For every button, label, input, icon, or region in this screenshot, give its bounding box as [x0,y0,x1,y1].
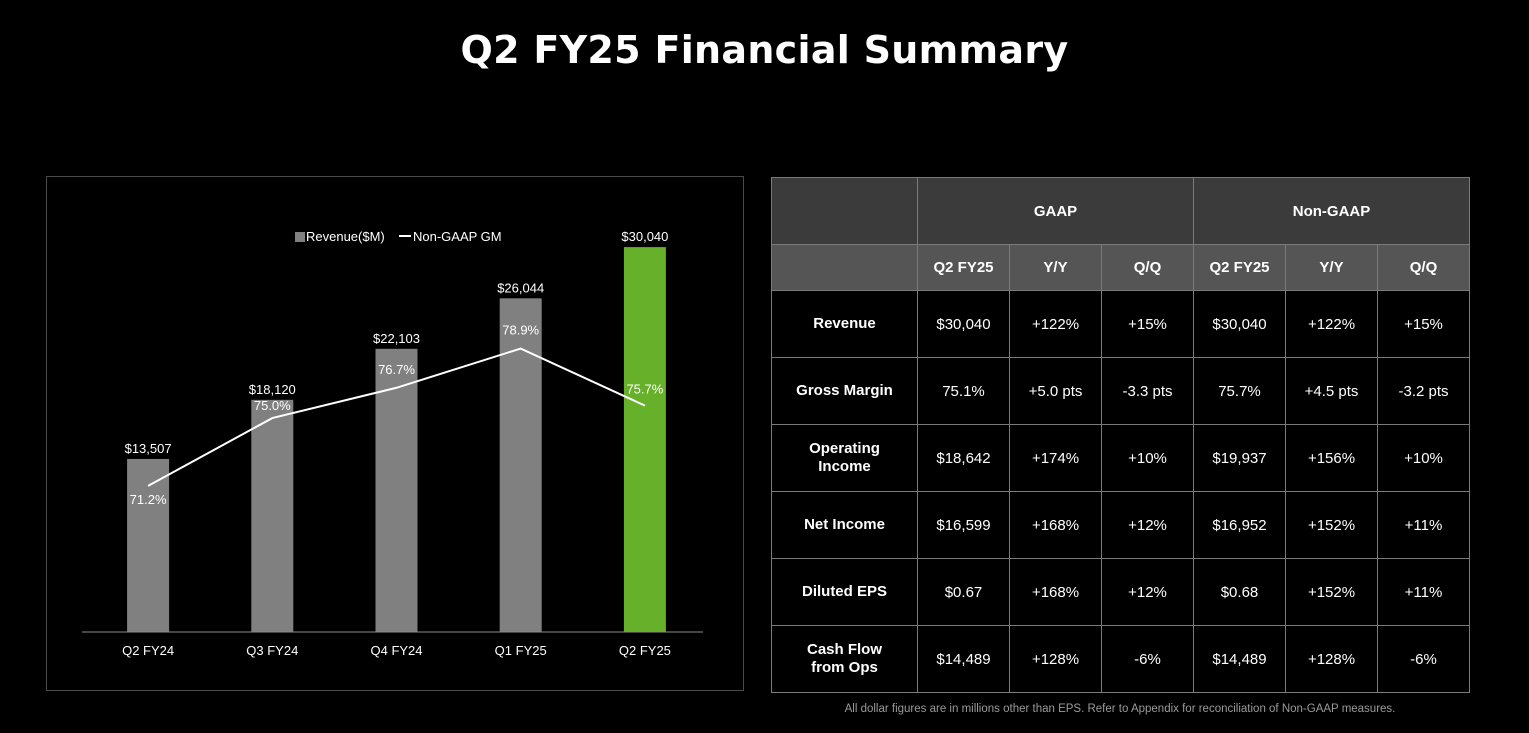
table-row: Cash Flow from Ops $14,489 +128% -6% $14,489 +… [771,625,1471,693]
financial-summary-table: GAAP Non-GAAP Q2 FY25 Y/Y Q/Q Q2 FY25 Y/… [771,177,1471,693]
table-row: Diluted EPS $0.67 +168% +12% $0.68 +152% +11% [771,558,1471,626]
table-cell: $14,489 [917,625,1010,693]
table-cell: -3.2 pts [1376,357,1471,425]
table-cell: +10% [1376,424,1471,492]
bar-value-label: $13,507 [125,441,172,456]
table-cell: -6% [1101,625,1194,693]
table-cell: +15% [1101,290,1194,358]
revenue-gm-chart: Revenue($M) Non-GAAP GM $13,507 Q2 FY24 $18,… [46,176,744,691]
table-cell: +5.0 pts [1009,357,1102,425]
table-cell: $0.67 [917,558,1010,626]
bar-value-label: $18,120 [249,382,296,397]
legend-label-revenue: Revenue($M) [306,229,385,244]
row-label: Gross Margin [771,357,918,425]
gm-point-label: 71.2% [130,492,167,507]
gm-point-label: 75.7% [626,382,663,397]
row-label-line: Net Income [804,516,885,533]
table-group-header-row: GAAP Non-GAAP [771,177,1471,245]
table-sub-corner-cell [771,244,918,291]
gm-point-label: 78.9% [502,323,539,338]
revenue-bar [251,399,294,632]
table-cell: -3.3 pts [1101,357,1194,425]
gaap-yy-header: Y/Y [1009,244,1102,291]
table-cell: $30,040 [917,290,1010,358]
table-cell: +122% [1009,290,1102,358]
table-cell: $19,937 [1193,424,1286,492]
table-cell: 75.7% [1193,357,1286,425]
table-cell: +4.5 pts [1285,357,1378,425]
table-sub-header-row: Q2 FY25 Y/Y Q/Q Q2 FY25 Y/Y Q/Q [771,244,1471,291]
table-cell: +12% [1101,558,1194,626]
row-label-line: Cash Flow [806,641,882,658]
table-corner-cell [771,177,918,245]
table-cell: +15% [1376,290,1471,358]
x-tick-label: Q2 FY24 [122,643,174,658]
x-tick-label: Q1 FY25 [495,643,547,658]
table-cell: +10% [1101,424,1194,492]
x-tick-label: Q2 FY25 [619,643,671,658]
gaap-qq-header: Q/Q [1101,244,1194,291]
table-row: Gross Margin 75.1% +5.0 pts -3.3 pts 75.7% +4… [771,357,1471,425]
table-cell: $0.68 [1193,558,1286,626]
table-cell: +11% [1376,491,1471,559]
table-cell: $16,952 [1193,491,1286,559]
table-cell: +152% [1285,558,1378,626]
table-cell: +12% [1101,491,1194,559]
row-label-line: Operating [809,440,880,457]
row-label-line: Gross Margin [796,382,893,399]
x-tick-label: Q3 FY24 [246,643,298,658]
gaap-q2fy25-header: Q2 FY25 [917,244,1010,291]
table-cell: +168% [1009,491,1102,559]
table-cell: $18,642 [917,424,1010,492]
bar-value-label: $30,040 [621,229,668,244]
table-cell: -6% [1376,625,1471,693]
page-title: Q2 FY25 Financial Summary [460,28,1069,72]
table-row: Revenue $30,040 +122% +15% $30,040 +122% +15% [771,290,1471,358]
non-gaap-group-header: Non-GAAP [1192,177,1471,245]
table-cell: +122% [1285,290,1378,358]
gaap-group-header: GAAP [917,177,1194,245]
table-cell: 75.1% [917,357,1010,425]
table-cell: $30,040 [1193,290,1286,358]
row-label: Cash Flow from Ops [771,625,918,693]
revenue-bar [623,247,666,633]
revenue-bar [375,348,418,632]
table-row: Net Income $16,599 +168% +12% $16,952 +152% +1… [771,491,1471,559]
footnote: All dollar figures are in millions other… [844,703,1396,715]
table-row: Operating Income $18,642 +174% +10% $19,937 +1… [771,424,1471,492]
revenue-bar [127,458,170,632]
table-cell: +156% [1285,424,1378,492]
row-label: Diluted EPS [771,558,918,626]
row-label: Operating Income [771,424,918,492]
non-gaap-q2fy25-header: Q2 FY25 [1193,244,1286,291]
gm-point-label: 76.7% [378,362,415,377]
non-gaap-yy-header: Y/Y [1285,244,1378,291]
table-body: Revenue $30,040 +122% +15% $30,040 +122% +15% G… [771,290,1471,693]
bar-value-label: $26,044 [497,280,544,295]
row-label-line: Revenue [813,315,876,332]
row-label-line: from Ops [811,659,878,676]
row-label: Net Income [771,491,918,559]
row-label-line: Diluted EPS [801,583,887,600]
table-cell: +174% [1009,424,1102,492]
table-cell: $16,599 [917,491,1010,559]
legend-label-gm: Non-GAAP GM [413,229,502,244]
chart-svg: Revenue($M) Non-GAAP GM $13,507 Q2 FY24 $18,… [82,229,703,658]
table-cell: +11% [1376,558,1471,626]
table-cell: +128% [1009,625,1102,693]
table-cell: +128% [1285,625,1378,693]
row-label: Revenue [771,290,918,358]
table-cell: +152% [1285,491,1378,559]
gm-line [147,347,646,487]
non-gaap-qq-header: Q/Q [1376,244,1471,291]
gm-point-label: 75.0% [254,398,291,413]
row-label-line: Income [818,458,871,475]
table-cell: $14,489 [1193,625,1286,693]
legend-swatch-revenue [295,232,305,242]
bar-value-label: $22,103 [373,331,420,346]
x-tick-label: Q4 FY24 [370,643,422,658]
table-cell: +168% [1009,558,1102,626]
